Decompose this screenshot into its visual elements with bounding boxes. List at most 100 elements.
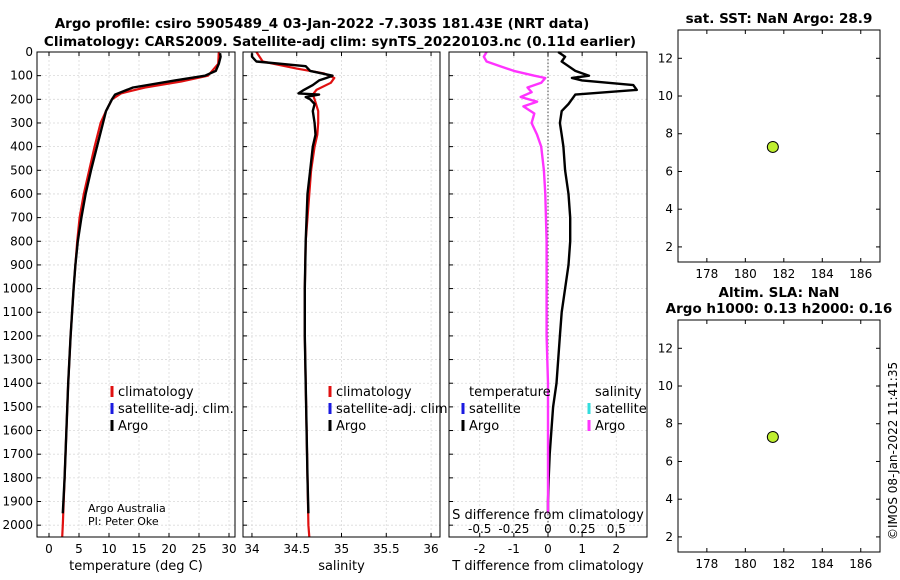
- temperature-xtick-label: 20: [161, 542, 176, 556]
- depth-ytick-label: 2000: [2, 518, 33, 532]
- depth-ytick-label: 1100: [2, 305, 33, 319]
- sst-xtick-label: 182: [772, 267, 795, 281]
- sst-ytick-label: 8: [665, 127, 673, 141]
- difference-xtick-label: 2: [612, 542, 620, 556]
- temperature-plot-area: [37, 52, 235, 537]
- sst-ytick-label: 10: [658, 89, 673, 103]
- sla-point: [766, 430, 779, 443]
- title-line-2: Climatology: CARS2009. Satellite-adj cli…: [44, 34, 636, 50]
- legend-t-label: Argo: [469, 419, 499, 434]
- sla-ytick-label: 6: [665, 454, 673, 468]
- difference-xlabel: T difference from climatology: [451, 559, 644, 574]
- depth-ytick-label: 900: [10, 258, 33, 272]
- legend-s-label: Argo: [595, 419, 625, 434]
- depth-ytick-label: 1400: [2, 376, 33, 390]
- temperature-legend-label: climatology: [118, 385, 194, 400]
- sst-xtick-label: 180: [734, 267, 757, 281]
- timestamp: ©IMOS 08-Jan-2022 11:41:35: [886, 362, 900, 540]
- sst-xtick-label: 186: [849, 267, 872, 281]
- depth-ytick-label: 400: [10, 140, 33, 154]
- difference-series-t-difference-argo: [546, 51, 638, 514]
- depth-ytick-label: 1500: [2, 400, 33, 414]
- sla-title-2: Argo h1000: 0.13 h2000: 0.16: [666, 301, 893, 317]
- difference-series-s-difference-argo: [482, 51, 550, 514]
- difference-top-tick-label: 0.25: [569, 522, 596, 536]
- depth-ytick-label: 1600: [2, 424, 33, 438]
- legend-title-temperature: temperature: [469, 385, 551, 400]
- sla-ytick-label: 8: [665, 417, 673, 431]
- depth-ytick-label: 1300: [2, 353, 33, 367]
- depth-ytick-label: 0: [25, 45, 33, 59]
- sst-ytick-label: 6: [665, 164, 673, 178]
- sla-ytick-label: 12: [658, 341, 673, 355]
- salinity-xtick-label: 35.5: [373, 542, 400, 556]
- depth-ytick-label: 600: [10, 187, 33, 201]
- salinity-xtick-label: 34.5: [283, 542, 310, 556]
- sla-xtick-label: 180: [734, 557, 757, 571]
- difference-xtick-label: -2: [474, 542, 486, 556]
- sst-ytick-label: 4: [665, 202, 673, 216]
- sla-ytick-label: 4: [665, 492, 673, 506]
- legend-title-salinity: salinity: [595, 385, 642, 400]
- temperature-xtick-label: 15: [131, 542, 146, 556]
- sla-xtick-label: 178: [695, 557, 718, 571]
- temperature-xtick-label: 25: [191, 542, 206, 556]
- depth-ytick-label: 500: [10, 163, 33, 177]
- sst-xtick-label: 184: [811, 267, 834, 281]
- salinity-xtick-label: 36: [423, 542, 438, 556]
- difference-xtick-label: 1: [578, 542, 586, 556]
- depth-ytick-label: 100: [10, 69, 33, 83]
- sla-title: Altim. SLA: NaN: [719, 285, 840, 301]
- salinity-legend-label: climatology: [336, 385, 412, 400]
- sla-xtick-label: 182: [772, 557, 795, 571]
- sst-ytick-label: 12: [658, 51, 673, 65]
- sst-ytick-label: 2: [665, 240, 673, 254]
- difference-xtick-label: 0: [544, 542, 552, 556]
- salinity-series-argo: [250, 53, 334, 514]
- depth-ytick-label: 1900: [2, 495, 33, 509]
- difference-top-tick-label: 0: [544, 522, 552, 536]
- temperature-axes-box: [36, 51, 236, 538]
- difference-top-tick-label: 0.5: [607, 522, 626, 536]
- sst-point: [766, 140, 779, 153]
- salinity-legend-label: Argo: [336, 419, 366, 434]
- sla-ytick-label: 2: [665, 530, 673, 544]
- temperature-xlabel: temperature (deg C): [69, 559, 203, 574]
- sla-axes-box: [677, 319, 881, 553]
- title-line-1: Argo profile: csiro 5905489_4 03-Jan-202…: [55, 16, 590, 32]
- difference-xlabel-top: S difference from climatology: [452, 508, 644, 523]
- credit-line-2: PI: Peter Oke: [88, 515, 159, 528]
- temperature-legend-label: Argo: [118, 419, 148, 434]
- difference-xtick-label: -1: [508, 542, 520, 556]
- salinity-xtick-label: 35: [334, 542, 349, 556]
- temperature-xtick-label: 10: [101, 542, 116, 556]
- sst-title: sat. SST: NaN Argo: 28.9: [686, 11, 873, 27]
- salinity-xlabel: salinity: [318, 559, 365, 574]
- difference-top-tick-label: -0.5: [468, 522, 491, 536]
- sst-xtick-label: 178: [695, 267, 718, 281]
- depth-ytick-label: 1800: [2, 471, 33, 485]
- depth-ytick-label: 200: [10, 92, 33, 106]
- depth-ytick-label: 1000: [2, 282, 33, 296]
- depth-ytick-label: 300: [10, 116, 33, 130]
- depth-ytick-label: 1200: [2, 329, 33, 343]
- depth-ytick-label: 700: [10, 211, 33, 225]
- difference-top-tick-label: -0.25: [498, 522, 529, 536]
- salinity-legend-label: satellite-adj. clim.: [336, 402, 452, 417]
- depth-ytick-label: 800: [10, 234, 33, 248]
- legend-t-label: satellite: [469, 402, 521, 417]
- temperature-xtick-label: 30: [221, 542, 236, 556]
- sla-xtick-label: 184: [811, 557, 834, 571]
- salinity-xtick-label: 34: [244, 542, 259, 556]
- temperature-xtick-label: 5: [75, 542, 83, 556]
- depth-ytick-label: 1700: [2, 447, 33, 461]
- sla-ytick-label: 10: [658, 379, 673, 393]
- temperature-series-argo: [61, 52, 222, 514]
- credit-line-1: Argo Australia: [88, 502, 166, 515]
- sst-axes-box: [677, 29, 881, 263]
- temperature-xtick-label: 0: [45, 542, 53, 556]
- temperature-legend-label: satellite-adj. clim.: [118, 402, 234, 417]
- legend-s-label: satellite: [595, 402, 647, 417]
- sla-xtick-label: 186: [849, 557, 872, 571]
